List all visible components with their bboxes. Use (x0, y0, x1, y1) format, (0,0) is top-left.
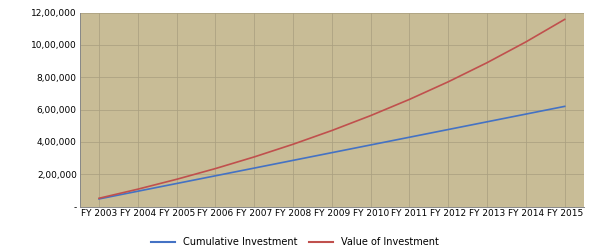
Legend: Cumulative Investment, Value of Investment: Cumulative Investment, Value of Investme… (151, 237, 439, 247)
